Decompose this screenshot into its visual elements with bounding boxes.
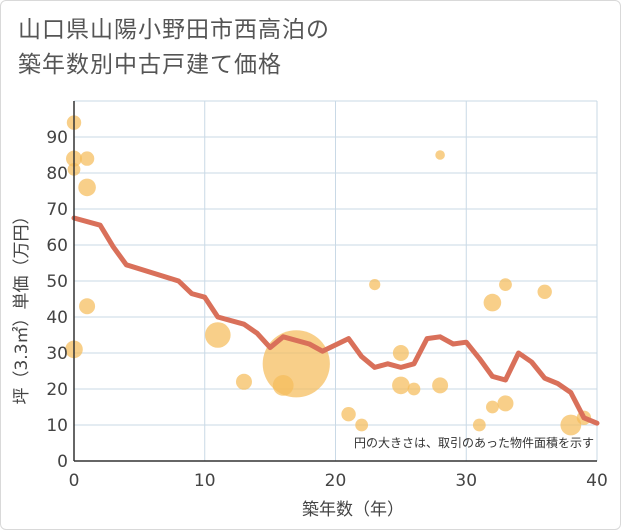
bubble-point xyxy=(355,418,369,432)
bubble-point xyxy=(435,150,445,160)
grid xyxy=(74,100,598,461)
trend-line xyxy=(71,215,600,426)
y-tick-label: 80 xyxy=(46,164,68,184)
y-tick-label: 50 xyxy=(46,272,68,292)
bubble-point xyxy=(392,376,410,395)
bubble-point xyxy=(392,345,409,361)
bubble-point xyxy=(235,373,252,390)
chart-title: 山口県山陽小野田市西高泊の 築年数別中古戸建て価格 xyxy=(18,13,330,83)
bubble-point xyxy=(483,293,502,312)
bubble-point xyxy=(537,284,552,299)
bubble-point xyxy=(432,377,449,394)
bubble-point xyxy=(497,395,514,412)
y-axis-label: 坪（3.3㎡）単価（万円） xyxy=(12,207,32,404)
bubble-point xyxy=(560,414,582,436)
bubble-point xyxy=(407,382,421,396)
x-tick-label: 10 xyxy=(194,471,216,491)
y-tick-label: 60 xyxy=(46,236,68,256)
bubble-point xyxy=(78,178,96,197)
chart-title-line-2: 築年数別中古戸建て価格 xyxy=(18,52,282,78)
chart-title-line-1: 山口県山陽小野田市西高泊の xyxy=(18,17,330,43)
x-tick-label: 30 xyxy=(455,471,477,491)
y-tick-label: 70 xyxy=(46,200,68,220)
y-tick-label: 20 xyxy=(46,380,68,400)
bubble-point xyxy=(341,407,356,422)
x-axis-label: 築年数（年） xyxy=(302,500,404,520)
bubble-point xyxy=(499,278,512,291)
y-tick-label: 40 xyxy=(46,308,68,328)
bubble-point xyxy=(472,418,486,432)
y-tick-label: 90 xyxy=(46,128,68,148)
bubble-point xyxy=(369,279,381,291)
x-tick-label: 0 xyxy=(69,471,80,491)
bubble-point xyxy=(79,298,96,315)
bubble-point xyxy=(486,400,499,414)
x-tick-label: 40 xyxy=(586,471,608,491)
trend-layer xyxy=(71,215,600,426)
bubble-point xyxy=(79,151,95,166)
x-tick-label: 20 xyxy=(325,471,347,491)
axes: 0 10 20 30 40 50 60 70 80 90 0 10 20 30 40 xyxy=(46,101,608,491)
bubble-layer xyxy=(65,115,592,436)
bubble-size-note: 円の大きさは、取引のあった物件面積を示す xyxy=(354,435,594,450)
y-tick-label: 30 xyxy=(46,344,68,364)
y-tick-label: 0 xyxy=(57,452,68,472)
y-tick-label: 10 xyxy=(46,416,68,436)
bubble-point xyxy=(205,322,231,348)
